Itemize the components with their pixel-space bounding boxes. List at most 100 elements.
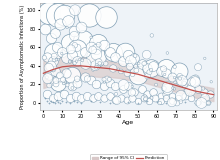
Point [96,94,100,97]
Point [206,102,209,104]
Point [42,56,46,59]
Point [203,57,207,60]
Point [102,97,106,100]
Point [64,72,68,75]
Point [164,97,168,100]
Point [71,87,74,89]
Point [91,66,95,69]
Point [135,69,138,72]
Point [95,83,98,86]
Point [196,88,200,90]
Point [60,52,64,55]
Point [132,57,136,60]
Point [114,85,117,88]
Point [73,44,77,47]
Point [142,97,145,100]
Point [48,84,51,87]
Point [102,78,106,81]
Point [170,76,174,78]
Point [129,60,133,62]
Point [170,100,174,102]
Point [46,77,50,80]
Point [137,62,141,64]
Point [57,14,60,16]
Point [183,94,187,97]
Point [158,102,161,104]
Point [127,85,130,88]
Point [192,80,196,82]
Point [74,94,77,97]
Point [72,29,75,32]
Point [95,66,98,68]
Point [140,63,143,65]
Point [146,66,149,69]
Point [97,43,101,46]
Point [149,66,153,69]
Point [179,95,183,97]
Point [198,102,202,104]
Point [51,51,55,53]
Point [70,74,73,76]
Point [164,66,168,69]
Point [62,92,66,95]
Point [112,51,115,53]
Point [79,26,83,28]
Point [55,58,58,61]
Point [108,81,111,84]
Point [163,73,167,76]
Point [108,78,111,81]
Point [203,97,207,99]
Point [96,41,100,44]
Point [133,55,137,57]
Point [76,60,79,63]
Point [54,83,58,85]
Point [44,28,47,30]
Point [94,64,97,67]
Point [207,102,210,104]
Point [89,46,92,49]
Point [116,68,120,71]
Point [91,49,94,51]
Point [47,12,51,14]
Point [178,97,181,100]
Point [196,102,200,104]
Point [126,72,129,75]
Point [114,92,118,95]
Point [86,78,89,80]
Point [173,81,177,84]
Point [50,83,53,86]
Point [128,65,132,68]
Point [61,78,65,81]
Point [69,48,73,51]
Point [57,81,60,84]
Point [73,35,76,37]
Point [49,37,53,39]
Point [89,36,93,39]
Point [144,98,147,100]
Point [154,83,158,86]
Point [73,62,76,64]
Point [146,92,149,95]
Point [207,102,210,104]
Point [83,51,87,53]
Point [51,97,55,100]
Point [202,91,206,93]
Point [183,82,186,85]
Point [121,60,125,63]
Point [70,85,73,88]
Point [178,75,182,77]
Point [98,62,101,65]
Point [136,100,140,102]
Point [159,69,162,72]
Point [45,92,49,95]
Point [47,74,51,76]
Point [136,74,140,76]
Point [88,62,91,64]
Point [93,62,97,64]
Point [53,59,56,61]
Point [176,97,179,100]
Point [164,92,168,95]
Point [89,79,92,81]
Point [145,53,149,56]
Point [111,67,115,70]
